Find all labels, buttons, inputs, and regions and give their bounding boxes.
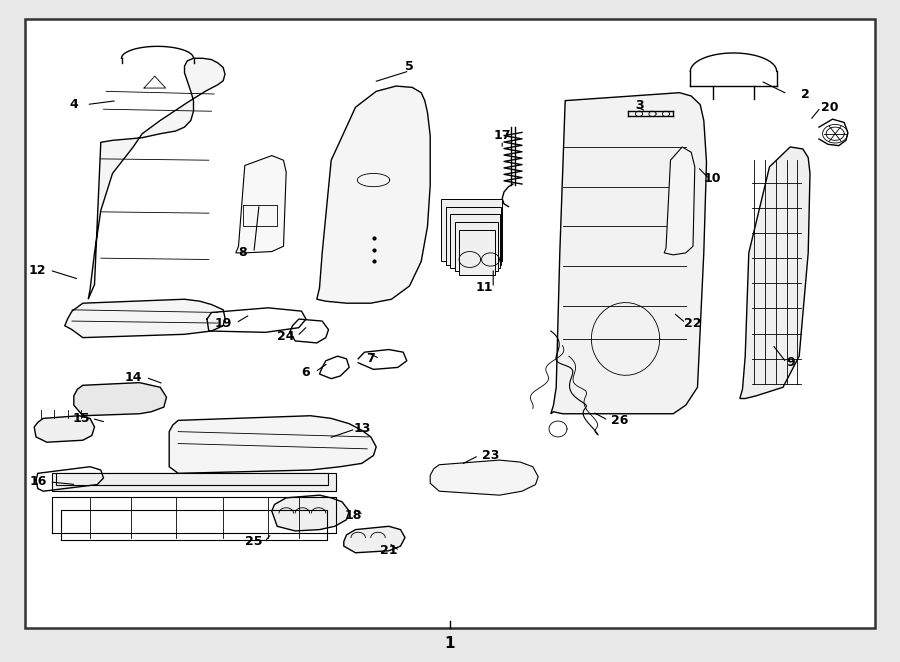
Bar	[450, 214, 500, 268]
Text: 17: 17	[493, 129, 511, 142]
Bar	[441, 199, 502, 261]
Text: 25: 25	[245, 535, 263, 548]
Text: 13: 13	[353, 422, 371, 436]
Polygon shape	[65, 299, 225, 338]
Polygon shape	[344, 526, 405, 553]
Text: 22: 22	[684, 316, 702, 330]
Polygon shape	[74, 383, 166, 416]
Text: 6: 6	[302, 365, 310, 379]
Text: 7: 7	[366, 352, 375, 365]
Polygon shape	[664, 147, 695, 255]
Text: 3: 3	[634, 99, 644, 113]
Text: 24: 24	[277, 330, 295, 343]
Polygon shape	[56, 473, 328, 485]
Polygon shape	[430, 460, 538, 495]
Text: 5: 5	[405, 60, 414, 73]
Text: 19: 19	[214, 316, 232, 330]
Text: 26: 26	[610, 414, 628, 427]
Text: 9: 9	[786, 356, 795, 369]
Text: 11: 11	[475, 281, 493, 295]
Text: 4: 4	[69, 98, 78, 111]
Text: 1: 1	[445, 636, 455, 651]
Polygon shape	[551, 93, 706, 414]
Text: 10: 10	[704, 172, 722, 185]
Text: 12: 12	[29, 263, 47, 277]
Polygon shape	[272, 495, 349, 531]
Text: 2: 2	[801, 87, 810, 101]
Text: 18: 18	[344, 508, 362, 522]
Polygon shape	[317, 86, 430, 303]
Polygon shape	[88, 58, 225, 299]
Text: 8: 8	[238, 246, 248, 260]
Bar	[459, 230, 495, 275]
Polygon shape	[236, 156, 286, 253]
Bar	[454, 222, 498, 271]
Polygon shape	[52, 473, 336, 491]
Text: 21: 21	[380, 544, 398, 557]
Text: 15: 15	[72, 412, 90, 425]
Polygon shape	[34, 416, 94, 442]
Text: 20: 20	[821, 101, 839, 114]
Text: 23: 23	[482, 449, 500, 462]
Text: 14: 14	[124, 371, 142, 384]
Text: 16: 16	[29, 475, 47, 489]
Bar	[446, 207, 501, 265]
Polygon shape	[169, 416, 376, 473]
Polygon shape	[740, 147, 810, 399]
